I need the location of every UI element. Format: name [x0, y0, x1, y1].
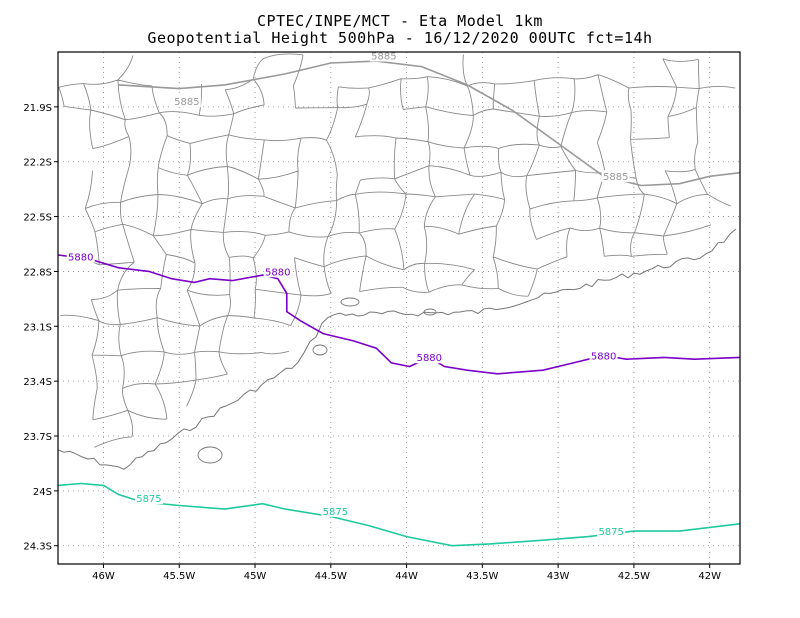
lon-tick-label: 45W [244, 571, 267, 582]
lon-tick-label: 45.5W [163, 571, 195, 582]
lon-tick-label: 43W [547, 571, 570, 582]
map-title-line-1: CPTEC/INPE/MCT - Eta Model 1km [257, 12, 543, 30]
contour-label: 5880 [417, 353, 442, 364]
lat-tick-label: 24.3S [23, 542, 52, 553]
contour-label-background [597, 524, 626, 537]
lon-tick-label: 44W [395, 571, 418, 582]
latitude-axis: 21.9S 22.2S 22.5S 22.8S 23.1S 23.4S 23.7S 24S 24… [23, 103, 58, 553]
contour-line-5885 [118, 60, 741, 187]
lon-tick-label: 42W [698, 571, 721, 582]
contour-label: 5885 [174, 97, 199, 108]
longitude-axis: 46W 45.5W 45W 44.5W 44W 43.5W 43W 42.5W 42W [92, 564, 721, 582]
island-outline [423, 308, 437, 316]
lat-tick-label: 23.7S [23, 432, 52, 443]
map-title-line-2: Geopotential Height 500hPa - 16/12/2020 … [147, 29, 653, 47]
contour-label: 5875 [598, 527, 623, 538]
contour-label: 5875 [323, 507, 348, 518]
coastline [57, 228, 737, 470]
lat-tick-label: 23.4S [23, 377, 52, 388]
lat-tick-label: 22.5S [23, 213, 52, 224]
contour-label: 5885 [371, 51, 396, 62]
lat-tick-label: 21.9S [23, 103, 52, 114]
contour-line-5880 [57, 254, 741, 375]
lat-tick-label: 23.1S [23, 322, 52, 333]
lat-tick-label: 24S [33, 487, 52, 498]
contour-label: 5880 [591, 351, 616, 362]
contour-label: 5880 [68, 253, 93, 264]
height-contours: 5885 5885 5885 5880 5880 5880 5880 5875 5875 5875 [57, 49, 741, 547]
island-outline [312, 344, 328, 356]
lon-tick-label: 46W [92, 571, 115, 582]
municipal-borders [57, 53, 737, 470]
island-outline [340, 297, 360, 307]
lat-tick-label: 22.8S [23, 267, 52, 278]
contour-label: 5875 [136, 494, 161, 505]
contour-label-background [66, 250, 95, 263]
contour-label-background [134, 492, 163, 504]
island-outline [197, 446, 223, 464]
contour-label-background [415, 351, 444, 364]
lon-tick-label: 42.5W [618, 571, 650, 582]
contour-label-background [321, 504, 350, 517]
contour-label: 5880 [265, 267, 290, 278]
contour-label-background [263, 265, 292, 278]
contour-label-background [601, 170, 630, 183]
graticule [58, 52, 740, 564]
map-frame [57, 51, 741, 565]
lat-tick-label: 22.2S [23, 158, 52, 169]
contour-label: 5885 [603, 172, 628, 183]
lon-tick-label: 44.5W [315, 571, 347, 582]
contour-label-background [589, 349, 618, 362]
contour-label-background [172, 95, 201, 108]
lon-tick-label: 43.5W [466, 571, 498, 582]
municipal-border-lines [58, 53, 736, 448]
